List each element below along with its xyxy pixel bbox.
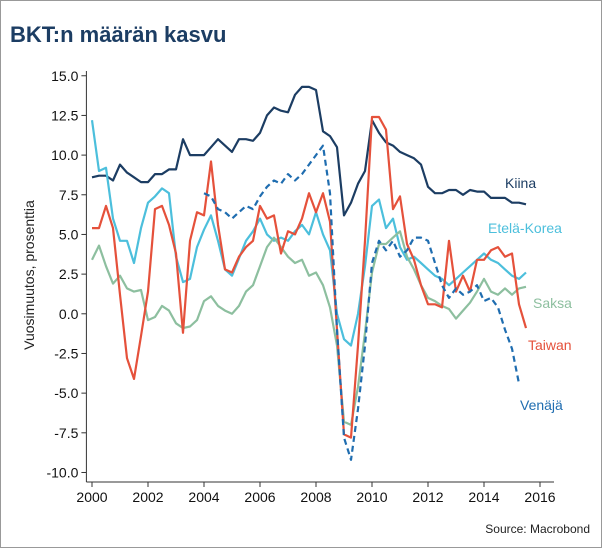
y-tick-label: -10.0 <box>46 464 78 480</box>
y-tick-label: -7.5 <box>54 425 78 441</box>
series-label: Taiwan <box>528 337 572 353</box>
series-line <box>92 115 528 439</box>
y-tick-label: 12.5 <box>51 107 78 123</box>
series-label: Venäjä <box>520 397 563 413</box>
x-tick-label: 2006 <box>244 489 275 505</box>
y-tick-label: 7.5 <box>59 187 79 203</box>
source: Source: Macrobond <box>485 522 590 536</box>
series-line <box>91 85 527 217</box>
series-line <box>91 230 527 426</box>
y-tick-label: 2.5 <box>59 266 79 282</box>
series-label: Kiina <box>505 175 536 191</box>
series-label: Saksa <box>533 295 572 311</box>
x-tick-label: 2014 <box>468 489 499 505</box>
x-tick-label: 2000 <box>76 489 107 505</box>
series-line <box>203 144 521 461</box>
y-tick-label: 5.0 <box>59 226 79 242</box>
y-tick-label: 10.0 <box>51 147 78 163</box>
x-tick-label: 2016 <box>524 489 555 505</box>
x-tick-label: 2010 <box>356 489 387 505</box>
x-tick-label: 2004 <box>188 489 219 505</box>
y-axis-label: Vuosimuutos, prosenttia <box>21 200 37 350</box>
y-tick-label: -5.0 <box>54 385 78 401</box>
x-tick-label: 2002 <box>132 489 163 505</box>
y-tick-label: 0.0 <box>59 306 79 322</box>
x-tick-label: 2008 <box>300 489 331 505</box>
y-tick-label: 15.0 <box>51 68 78 84</box>
y-tick-label: -2.5 <box>54 345 78 361</box>
series-label: Etelä-Korea <box>488 220 562 236</box>
chart-title: BKT:n määrän kasvu <box>10 22 226 47</box>
x-tick-label: 2012 <box>412 489 443 505</box>
